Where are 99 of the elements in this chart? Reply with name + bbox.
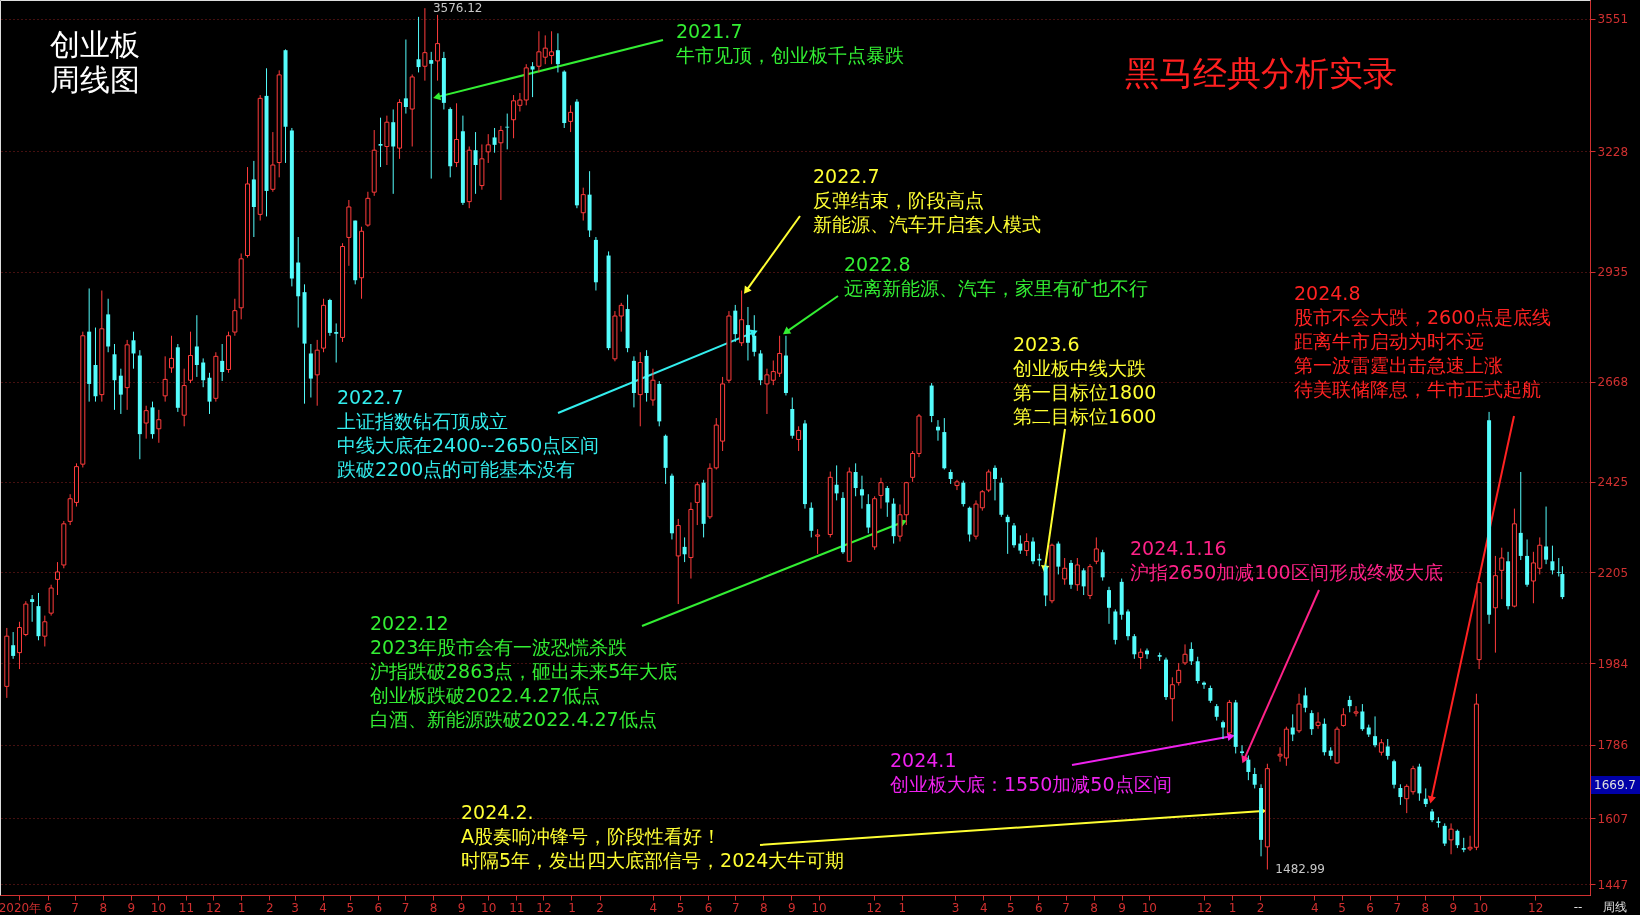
x-tick-label: 8 (1421, 900, 1430, 915)
annotation: 创业板跌破2022.4.27低点 (370, 684, 600, 706)
annotation: 牛市见顶，创业板千点暴跌 (676, 44, 904, 66)
x-tick-label: 10 (1472, 900, 1489, 915)
y-tick-label: 1447 (1597, 877, 1629, 892)
annotation: 新能源、汽车开启套人模式 (813, 213, 1041, 235)
x-tick-label: 4 (979, 900, 988, 915)
x-tick-label: 9 (1449, 900, 1458, 915)
annotation: 上证指数钻石顶成立 (337, 410, 508, 432)
x-tick-label: 12 (205, 900, 222, 915)
annotation: A股奏响冲锋号，阶段性看好！ (461, 825, 721, 847)
y-tick-label: 1984 (1597, 656, 1629, 671)
y-tick-label: 2668 (1597, 375, 1629, 390)
x-tick-label: 9 (457, 900, 466, 915)
annotation: 2022.8 (844, 253, 911, 275)
text: 1669.7 (1594, 778, 1636, 792)
annotation: 创业板中线大跌 (1013, 357, 1146, 379)
text: -- (1573, 900, 1583, 914)
text: 黑马经典分析实录 (1125, 53, 1397, 93)
annotation: 2024.1 (890, 749, 957, 771)
x-tick-label: 9 (127, 900, 136, 915)
x-tick-label: 10 (811, 900, 827, 915)
annotation: 2022.12 (370, 612, 449, 634)
x-tick-label: 11 (509, 900, 525, 915)
annotation: 2021.7 (676, 20, 743, 42)
annotation: 时隔5年，发出四大底部信号，2024大牛可期 (461, 849, 845, 871)
annotation: 2022.7 (337, 386, 404, 408)
x-tick-label: 10 (1141, 900, 1157, 915)
x-tick-label: 6 (374, 900, 383, 915)
x-tick-label: 2020年 (0, 900, 42, 915)
x-tick-label: 3 (951, 900, 960, 915)
text: 创业板周线图 (50, 27, 140, 97)
x-tick-label: 3 (291, 900, 299, 915)
y-tick-label: 2205 (1597, 565, 1629, 580)
x-tick-label: 8 (429, 900, 438, 915)
x-tick-label: 8 (760, 900, 768, 915)
annotation: 中线大底在2400--2650点区间 (337, 434, 600, 456)
x-tick-label: 1 (898, 900, 907, 915)
x-tick-label: 9 (1118, 900, 1126, 915)
annotation: 第一目标位1800 (1013, 381, 1157, 403)
x-tick-label: 6 (704, 900, 713, 915)
x-tick-label: 2 (1256, 900, 1265, 915)
annotation: 远离新能源、汽车，家里有矿也不行 (844, 277, 1148, 299)
x-tick-label: 5 (346, 900, 355, 915)
x-tick-label: 5 (676, 900, 685, 915)
annotation: 2023.6 (1013, 333, 1080, 355)
x-tick-label: 7 (731, 900, 740, 915)
annotation: 沪指2650加减100区间形成终极大底 (1130, 561, 1443, 583)
x-tick-label: 7 (401, 900, 410, 915)
annotation: 1482.99 (1275, 862, 1325, 877)
annotation: 待美联储降息，牛市正式起航 (1294, 378, 1541, 400)
x-tick-label: 4 (1311, 900, 1319, 915)
annotation: 2024.2. (461, 801, 534, 823)
y-tick-label: 1607 (1597, 811, 1629, 826)
x-tick-label: 12 (1196, 900, 1213, 915)
annotation: 距离牛市启动为时不远 (1294, 330, 1484, 352)
x-tick-label: 10 (150, 900, 167, 915)
annotation: 反弹结束，阶段高点 (813, 189, 984, 211)
annotation: 2023年股市会有一波恐慌杀跌 (370, 636, 628, 658)
x-tick-label: 6 (1035, 900, 1043, 915)
y-tick-label: 1786 (1597, 738, 1629, 753)
x-tick-label: 7 (1062, 900, 1070, 915)
x-tick-label: 12 (1528, 900, 1544, 915)
x-tick-label: 5 (1338, 900, 1346, 915)
annotation: 股市不会大跌，2600点是底线 (1294, 306, 1552, 328)
x-tick-label: 8 (1090, 900, 1098, 915)
x-tick-label: 9 (788, 900, 796, 915)
annotation: 第一波雷霆出击急速上涨 (1294, 354, 1503, 376)
x-tick-label: 7 (71, 900, 79, 915)
x-tick-label: 1 (568, 900, 576, 915)
x-tick-label: 7 (1393, 900, 1402, 915)
y-tick-label: 2935 (1597, 265, 1629, 280)
x-tick-label: 8 (99, 900, 108, 915)
x-tick-label: 2 (596, 900, 604, 915)
x-tick-label: 6 (1366, 900, 1374, 915)
x-tick-label: 6 (44, 900, 52, 915)
x-tick-label: 11 (178, 900, 195, 915)
x-tick-label: 1 (1228, 900, 1237, 915)
y-tick-label: 3551 (1597, 12, 1629, 27)
x-tick-label: 5 (1007, 900, 1015, 915)
x-tick-label: 4 (319, 900, 327, 915)
annotation: 跌破2200点的可能基本没有 (337, 458, 576, 480)
annotation: 创业板大底：1550加减50点区间 (890, 773, 1172, 795)
text: 周线 (1603, 900, 1627, 914)
annotation: 沪指跌破2863点，砸出未来5年大底 (370, 660, 678, 682)
annotation: 白酒、新能源跌破2022.4.27低点 (370, 708, 657, 730)
x-tick-label: 12 (866, 900, 882, 915)
x-tick-label: 2 (265, 900, 274, 915)
y-tick-label: 3228 (1597, 144, 1629, 159)
x-tick-label: 4 (649, 900, 658, 915)
annotation: 2022.7 (813, 165, 880, 187)
annotation: 2024.1.16 (1130, 537, 1227, 559)
annotation: 2024.8 (1294, 282, 1361, 304)
x-tick-label: 1 (237, 900, 246, 915)
annotation: 第二目标位1600 (1013, 405, 1157, 427)
x-tick-label: 10 (481, 900, 497, 915)
y-tick-label: 2425 (1597, 475, 1629, 490)
x-tick-label: 12 (536, 900, 552, 915)
annotation: 3576.12 (432, 1, 483, 16)
